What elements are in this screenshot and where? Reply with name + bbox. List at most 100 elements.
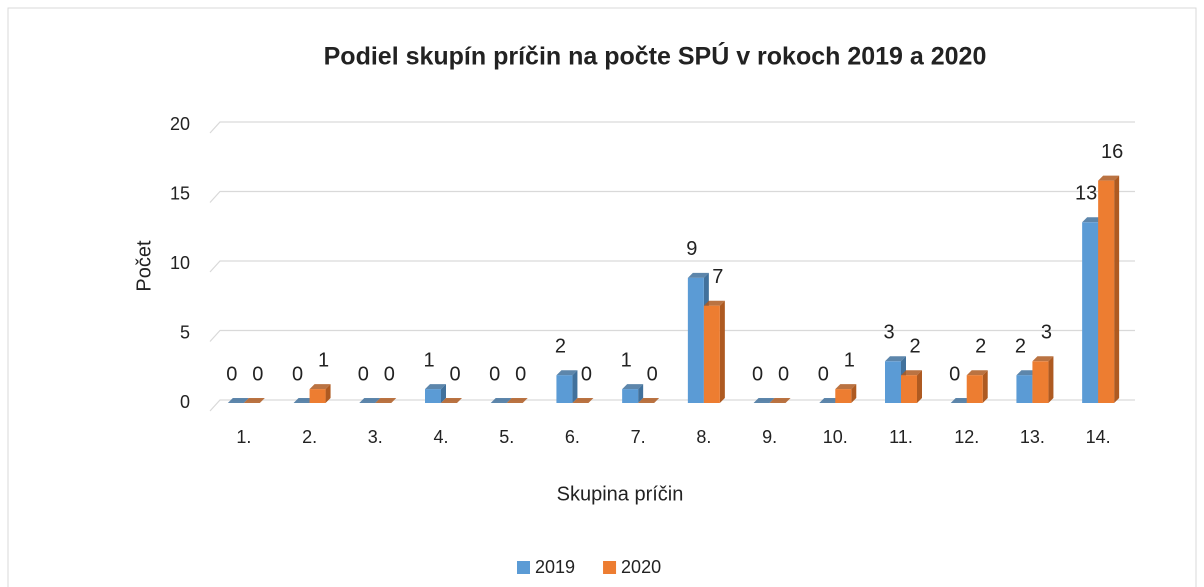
grid-line — [209, 329, 1135, 342]
x-tick-label: 9. — [762, 427, 777, 447]
y-tick-label: 0 — [180, 392, 190, 412]
x-tick-label: 3. — [368, 427, 383, 447]
value-label: 0 — [226, 363, 237, 385]
value-label: 0 — [292, 363, 303, 385]
bar-top — [556, 370, 578, 376]
value-label: 2 — [975, 335, 986, 357]
bar-top — [769, 398, 791, 403]
bar — [966, 375, 983, 403]
value-label: 0 — [949, 363, 960, 385]
bar-top — [375, 398, 397, 403]
bar-top — [227, 398, 249, 403]
bar-top — [490, 398, 512, 403]
x-tick-label: 2. — [302, 427, 317, 447]
y-tick-label: 20 — [170, 114, 190, 134]
y-tick-label: 5 — [180, 322, 190, 342]
value-label: 1 — [423, 349, 434, 371]
bar — [835, 389, 852, 403]
value-label: 0 — [384, 363, 395, 385]
bar-top — [885, 356, 906, 362]
value-label: 0 — [581, 363, 592, 385]
x-tick-label: 8. — [696, 427, 711, 447]
chart-frame — [7, 7, 1197, 587]
value-label: 0 — [647, 363, 658, 385]
x-tick-label: 1. — [236, 427, 251, 447]
bar-side — [572, 370, 578, 403]
value-label: 3 — [1041, 322, 1052, 344]
value-label: 2 — [555, 335, 566, 357]
bar — [556, 375, 573, 403]
value-label: 0 — [358, 363, 369, 385]
value-label: 0 — [778, 363, 789, 385]
value-label: 0 — [252, 363, 263, 385]
bar-top — [1016, 370, 1038, 376]
x-tick-label: 5. — [499, 427, 514, 447]
bar-top — [293, 398, 315, 403]
value-label: 0 — [449, 363, 460, 385]
bar — [885, 361, 901, 403]
bar — [309, 389, 326, 403]
bar — [1098, 180, 1115, 403]
bar-top — [1082, 217, 1104, 223]
x-tick-label: 11. — [889, 427, 913, 447]
bar-top — [1098, 175, 1120, 181]
bar-side — [441, 384, 446, 403]
x-tick-label: 10. — [823, 427, 848, 447]
bar-top — [687, 272, 709, 278]
bar — [1016, 375, 1033, 403]
bar-side — [917, 370, 922, 403]
bar-top — [1032, 356, 1054, 362]
bar-top — [638, 398, 660, 403]
grid-line — [209, 260, 1135, 273]
x-tick-label: 6. — [565, 427, 580, 447]
value-label: 1 — [621, 349, 632, 371]
bar — [425, 389, 441, 403]
legend-label: 2019 — [535, 557, 575, 577]
x-tick-label: 13. — [1020, 427, 1045, 447]
value-label: 3 — [883, 322, 894, 344]
value-label: 2 — [909, 335, 920, 357]
bar-side — [982, 370, 988, 403]
bar-top — [819, 398, 841, 403]
bar-side — [325, 384, 331, 403]
bar-top — [506, 398, 528, 403]
bar-side — [638, 384, 644, 403]
bar-top — [703, 300, 725, 306]
bar-side — [1048, 356, 1054, 403]
bar — [901, 375, 917, 403]
bar-side — [719, 300, 725, 403]
legend-swatch — [603, 561, 617, 574]
bar-top — [966, 370, 988, 376]
value-label: 13 — [1075, 183, 1097, 205]
value-label: 7 — [712, 266, 723, 288]
legend-swatch — [517, 561, 530, 574]
bar-side — [851, 384, 857, 403]
bar — [1032, 361, 1049, 403]
grid-line — [209, 190, 1135, 203]
x-tick-label: 7. — [631, 427, 646, 447]
x-axis-label: Skupina príčin — [557, 483, 684, 505]
value-label: 2 — [1015, 335, 1026, 357]
bar-top — [622, 384, 644, 390]
value-label: 1 — [844, 349, 855, 371]
value-label: 0 — [489, 363, 500, 385]
y-axis-label: Počet — [133, 240, 155, 292]
bar-top — [425, 384, 446, 390]
bar-top — [359, 398, 381, 403]
x-tick-label: 4. — [433, 427, 448, 447]
bar-top — [753, 398, 775, 403]
bar-top — [572, 398, 594, 403]
bar-top — [950, 398, 972, 403]
bar — [703, 305, 720, 403]
bar — [622, 389, 639, 403]
bar-top — [441, 398, 462, 403]
chart-title: Podiel skupín príčin na počte SPÚ v roko… — [324, 41, 987, 71]
value-label: 1 — [318, 349, 329, 371]
y-tick-label: 10 — [170, 253, 190, 273]
value-label: 16 — [1101, 141, 1123, 163]
bar-top — [243, 398, 265, 403]
bar-top — [309, 384, 331, 390]
bar-side — [1114, 175, 1120, 403]
x-tick-label: 12. — [954, 427, 979, 447]
value-label: 0 — [515, 363, 526, 385]
